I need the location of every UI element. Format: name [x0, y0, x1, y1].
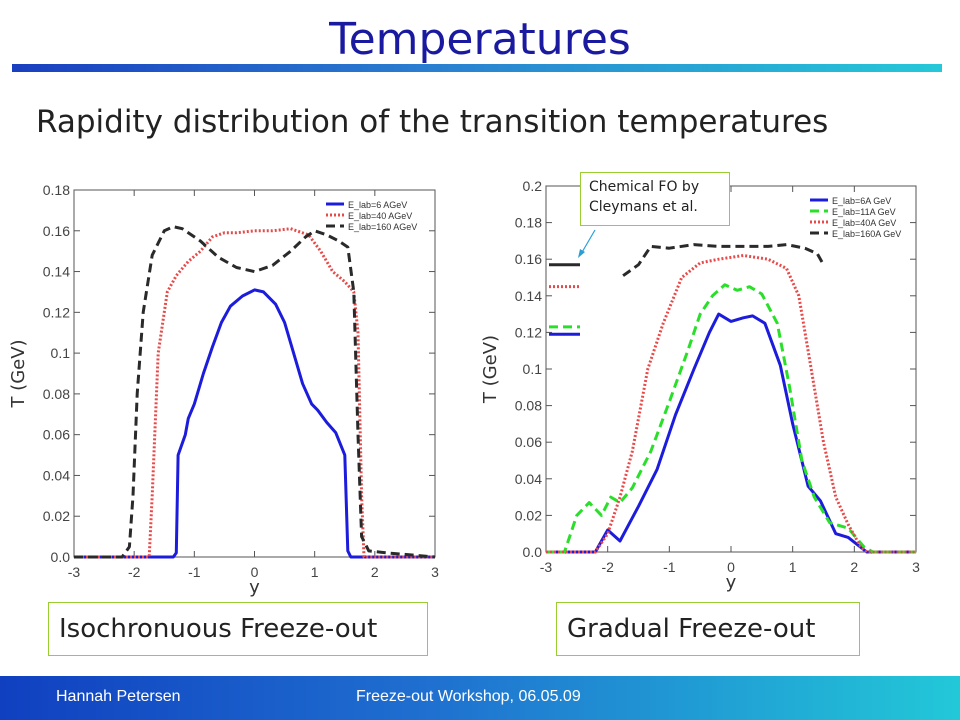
y-tick-label: 0.04 [43, 467, 70, 483]
slide-title: Temperatures [329, 14, 631, 65]
callout-arrow [580, 229, 596, 255]
slide-subtitle: Rapidity distribution of the transition … [36, 104, 829, 140]
y-tick-label: 0.1 [51, 345, 71, 361]
caption-isochronous: Isochronuous Freeze-out [48, 602, 428, 656]
callout-line-1: Chemical FO by [589, 179, 700, 195]
y-tick-label: 0.0 [523, 544, 543, 560]
legend-label: E_lab=160 AGeV [348, 222, 417, 232]
y-tick-label: 0.16 [43, 223, 70, 239]
y-tick-label: 0.08 [43, 386, 70, 402]
x-tick-label: -2 [601, 559, 614, 575]
series-line [622, 243, 825, 277]
x-tick-label: -3 [540, 559, 553, 575]
y-tick-label: 0.16 [515, 251, 542, 267]
series-line [74, 288, 435, 559]
y-axis-label: T (GeV) [480, 335, 501, 404]
caption-gradual: Gradual Freeze-out [556, 602, 860, 656]
legend-label: E_lab=6 AGeV [348, 200, 407, 210]
plot-frame [73, 189, 436, 558]
y-tick-label: 0.06 [515, 434, 542, 450]
y-tick-label: 0.18 [43, 182, 70, 198]
y-tick-label: 0.12 [43, 304, 70, 320]
y-tick-label: 0.1 [523, 361, 543, 377]
legend-label: E_lab=40A GeV [832, 218, 896, 228]
x-tick-label: -1 [188, 564, 201, 580]
x-tick-label: 0 [727, 559, 735, 575]
series-line [74, 227, 435, 559]
y-axis-label: T (GeV) [8, 339, 29, 408]
chart-2: 0.0 0.02 0.04 0.06 0.08 0.1 0.12 0.14 0.16 0.18 0.… [480, 178, 920, 593]
footer-bar: Hannah Petersen Freeze-out Workshop, 06.… [0, 676, 960, 720]
x-axis-label: y [726, 572, 737, 593]
series-line [546, 283, 916, 554]
y-tick-label: 0.0 [51, 549, 71, 565]
y-tick-label: 0.14 [515, 288, 542, 304]
series-line [546, 254, 916, 554]
plot-frame [545, 185, 917, 553]
y-tick-label: 0.04 [515, 471, 542, 487]
x-tick-label: 2 [371, 564, 379, 580]
x-tick-label: 2 [850, 559, 858, 575]
x-tick-label: 1 [789, 559, 797, 575]
y-tick-label: 0.18 [515, 215, 542, 231]
chemical-fo-callout: Chemical FO by Cleymans et al. [580, 172, 730, 226]
y-tick-label: 0.06 [43, 427, 70, 443]
x-tick-label: 3 [431, 564, 439, 580]
y-tick-label: 0.12 [515, 324, 542, 340]
x-axis-label: y [249, 577, 260, 598]
y-tick-label: 0.14 [43, 264, 70, 280]
x-tick-label: 3 [912, 559, 920, 575]
callout-line-2: Cleymans et al. [589, 199, 698, 215]
footer-author: Hannah Petersen [56, 688, 181, 705]
title-underline [12, 64, 942, 72]
legend-label: E_lab=40 AGeV [348, 211, 412, 221]
legend-label: E_lab=160A GeV [832, 229, 901, 239]
x-tick-label: -3 [68, 564, 81, 580]
series-line [74, 225, 436, 559]
x-tick-label: -2 [128, 564, 141, 580]
y-tick-label: 0.02 [43, 508, 70, 524]
x-tick-label: 1 [311, 564, 319, 580]
chart-1: 0.0 0.02 0.04 0.06 0.08 0.1 0.12 0.14 0.16 0.18 -3… [8, 182, 439, 598]
legend-label: E_lab=6A GeV [832, 196, 891, 206]
legend-label: E_lab=11A GeV [832, 207, 896, 217]
plots-canvas: 0.00.020.040.060.080.10.120.140.160.18-3… [8, 178, 920, 598]
y-tick-label: 0.08 [515, 398, 542, 414]
x-tick-label: 0 [251, 564, 259, 580]
y-tick-label: 0.2 [523, 178, 543, 194]
y-tick-label: 0.02 [515, 507, 542, 523]
footer-event: Freeze-out Workshop, 06.05.09 [356, 688, 581, 705]
callout-arrowhead [578, 249, 585, 258]
x-tick-label: -1 [663, 559, 676, 575]
